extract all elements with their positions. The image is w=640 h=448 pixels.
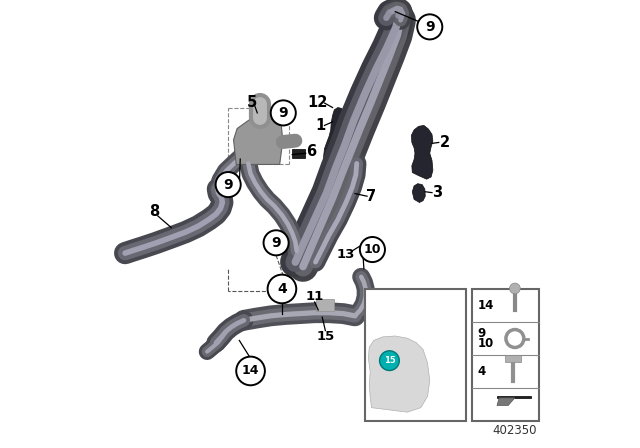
Text: 3: 3 [432,185,442,200]
Polygon shape [504,354,521,362]
Circle shape [509,283,520,294]
Text: 6: 6 [306,144,316,159]
Circle shape [360,237,385,262]
Circle shape [380,351,399,370]
Text: 10: 10 [364,243,381,256]
Text: 15: 15 [316,329,335,343]
Polygon shape [369,336,430,412]
Circle shape [417,14,442,39]
Text: 15: 15 [383,356,396,365]
Text: 14: 14 [242,364,259,378]
Text: 9: 9 [278,106,288,120]
Text: 9: 9 [271,236,281,250]
Bar [292,149,305,158]
Text: 9: 9 [425,20,435,34]
Bar [472,289,539,421]
Text: 14: 14 [477,299,494,312]
Polygon shape [324,108,347,171]
Text: 8: 8 [149,204,159,219]
Text: 7: 7 [366,189,376,204]
Circle shape [236,357,265,385]
Polygon shape [497,396,531,398]
Circle shape [271,100,296,125]
Text: 4: 4 [477,365,486,378]
Polygon shape [412,184,425,202]
Text: 10: 10 [477,337,494,350]
Polygon shape [234,118,283,164]
Text: 5: 5 [247,95,257,110]
Polygon shape [497,398,515,405]
Text: 402350: 402350 [493,424,538,437]
Text: 9: 9 [223,177,233,192]
Circle shape [268,275,296,303]
Polygon shape [412,125,433,179]
Text: 11: 11 [305,290,324,303]
Text: 4: 4 [277,282,287,296]
Text: 13: 13 [337,248,355,261]
Text: 9: 9 [477,327,486,340]
Circle shape [216,172,241,197]
Circle shape [264,230,289,255]
Bar [365,289,466,421]
Text: 2: 2 [440,135,450,150]
Bar [316,299,334,311]
Text: 1: 1 [315,118,325,133]
Text: 12: 12 [308,95,328,110]
